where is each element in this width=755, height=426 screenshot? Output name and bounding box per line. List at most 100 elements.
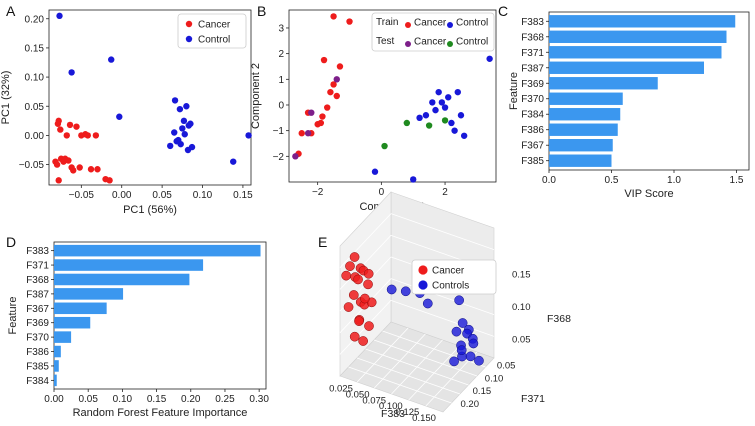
x-tick-label: 0.10	[113, 394, 133, 405]
data-point	[108, 56, 115, 63]
legend-label-cancer: Cancer	[432, 266, 465, 277]
data-point	[330, 13, 337, 20]
data-point	[319, 113, 326, 120]
data-point	[330, 81, 337, 88]
y-tick-label: F368	[521, 32, 544, 43]
data-point	[448, 119, 455, 127]
data-point	[55, 177, 62, 184]
data-point	[343, 302, 354, 312]
x-tick-label: 0	[379, 187, 385, 198]
y-tick-label: F384	[26, 376, 49, 387]
data-point	[438, 99, 446, 106]
bar-f384	[549, 108, 621, 121]
bar-f386	[54, 345, 61, 358]
x-tick-label: 0.00	[44, 394, 64, 405]
legend-label: Cancer	[414, 37, 447, 48]
data-point	[400, 286, 411, 297]
data-point	[454, 88, 461, 96]
data-point	[381, 142, 388, 150]
y-tick-label: F369	[521, 79, 544, 90]
bar-f371	[549, 46, 722, 59]
x-tick-label: 1.5	[730, 175, 744, 186]
plot-frame	[548, 11, 750, 171]
bar-f368	[549, 30, 727, 43]
x-tick-label: −2	[312, 187, 324, 198]
data-point	[68, 69, 75, 76]
data-point	[87, 166, 95, 173]
data-point	[177, 140, 184, 148]
panel-c: F383 F368 F371 F387 F369 F370 F384 F386 F367 F385…	[508, 11, 750, 200]
data-point	[84, 132, 91, 139]
y-tick-label: F387	[26, 289, 49, 300]
x-tick-label: 0.15	[147, 394, 167, 405]
data-point	[324, 104, 331, 111]
x-tick-label: 0.05	[78, 394, 98, 405]
grid-line	[390, 299, 495, 337]
y-axis-label: Feature	[7, 297, 19, 335]
data-point	[363, 279, 373, 290]
grid-line	[339, 213, 392, 268]
y-tick-label: F385	[26, 361, 49, 372]
data-point	[230, 158, 237, 165]
data-point	[345, 261, 355, 272]
x-axis-label: PC1 (56%)	[123, 204, 177, 216]
legend-box	[371, 12, 495, 52]
x-tick-label: 0.20	[181, 394, 201, 405]
data-point	[188, 143, 196, 151]
y-tick-label: F386	[26, 347, 49, 358]
data-point	[171, 97, 179, 104]
data-point	[360, 293, 370, 304]
z-tick-label: 0.10	[512, 302, 531, 313]
data-point	[333, 76, 340, 83]
x-tick-label: 0.100	[379, 401, 403, 412]
panel-label-d: D	[6, 234, 16, 250]
y-tick-label: 0.15	[473, 386, 492, 397]
y-tick-label: 0.20	[25, 14, 45, 25]
data-point	[432, 106, 439, 114]
data-point	[171, 129, 178, 136]
panel-label-a: A	[6, 3, 16, 19]
y-tick-label: F386	[521, 125, 544, 136]
panel-label-c: C	[498, 3, 508, 19]
data-point	[320, 56, 328, 64]
bar-f384	[54, 374, 57, 387]
panel-label-e: E	[318, 234, 327, 250]
panel-a: −0.05 0.00 0.05 0.10 0.15 −0.05 0.00 0.05 0.10 0.…	[0, 9, 253, 216]
legend: Cancer Control	[177, 13, 247, 49]
data-point	[422, 112, 430, 119]
y-tick-label: −1	[273, 126, 285, 137]
y-tick-label: −0.05	[19, 160, 45, 171]
data-point	[454, 295, 464, 306]
data-point	[456, 345, 467, 355]
data-point	[63, 132, 70, 139]
bar-f367	[54, 302, 107, 315]
bar-f383	[549, 15, 736, 28]
data-point	[457, 318, 468, 328]
x-tick-label: 0.025	[329, 384, 353, 395]
legend-label: Control	[456, 37, 488, 48]
legend: Train Cancer Control Test Cancer Control	[371, 12, 495, 52]
data-point	[317, 119, 325, 127]
data-point	[106, 177, 113, 184]
y-tick-label: 3	[278, 23, 284, 34]
bar-f385	[54, 360, 59, 372]
data-point	[55, 117, 62, 125]
data-point	[451, 326, 462, 337]
y-tick-label: 0.10	[25, 73, 45, 84]
legend-marker-cancer	[418, 265, 428, 275]
x-tick-label: 0.075	[362, 395, 386, 406]
x-axis-label: VIP Score	[624, 188, 673, 200]
legend-row-label: Train	[376, 17, 398, 28]
bar-f387	[549, 61, 704, 74]
data-point	[181, 131, 188, 138]
data-point	[449, 356, 459, 367]
y-tick-label: F371	[521, 48, 544, 59]
x-tick-label: 0.050	[346, 390, 370, 401]
grid-line	[390, 278, 495, 316]
data-point	[57, 126, 64, 133]
x-tick-label: −0.05	[69, 190, 95, 201]
data-point	[341, 270, 352, 281]
data-point	[333, 92, 340, 100]
data-point	[346, 18, 353, 25]
